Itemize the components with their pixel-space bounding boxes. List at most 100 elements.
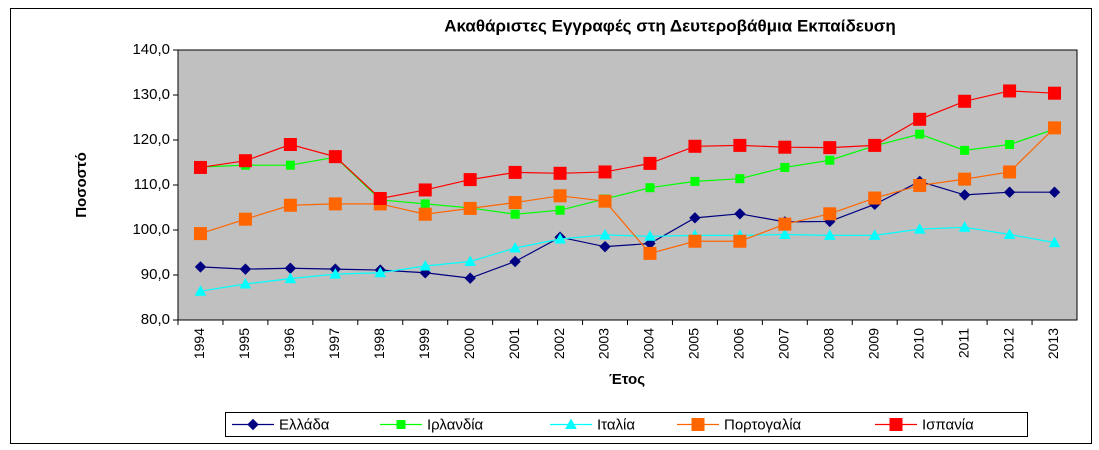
data-point <box>1048 236 1061 248</box>
data-point <box>643 156 657 170</box>
data-point <box>778 140 792 154</box>
data-point <box>1048 186 1061 198</box>
data-point <box>418 183 432 197</box>
data-point <box>958 221 971 232</box>
data-point <box>958 94 972 108</box>
data-point <box>509 241 521 253</box>
data-point <box>555 205 565 215</box>
legend-label: Ελλάδα <box>279 416 330 433</box>
data-point <box>868 191 882 205</box>
series-line <box>200 90 1055 200</box>
data-point <box>1048 86 1062 100</box>
x-axis-label: Έτος <box>609 371 645 388</box>
data-point <box>958 189 971 201</box>
legend-label: Ισπανία <box>922 416 974 433</box>
data-point <box>193 160 207 174</box>
data-point <box>643 246 657 260</box>
legend-marker <box>565 418 577 429</box>
data-point <box>328 197 342 211</box>
data-point <box>239 277 252 289</box>
y-tick-label: 120,0 <box>132 131 170 148</box>
data-point <box>868 229 881 240</box>
data-point <box>420 199 430 209</box>
data-point <box>735 174 745 184</box>
data-point <box>733 234 747 248</box>
data-point <box>1003 84 1017 98</box>
x-tick-label: 1999 <box>416 328 432 359</box>
x-tick-label: 2013 <box>1045 328 1061 359</box>
x-tick-label: 2002 <box>551 328 567 359</box>
data-point <box>689 212 701 224</box>
data-point <box>1003 186 1016 198</box>
x-tick-label: 2000 <box>461 328 477 359</box>
x-tick-label: 2012 <box>1000 328 1016 359</box>
data-point <box>823 207 837 221</box>
data-point <box>598 194 612 208</box>
data-point <box>285 160 295 170</box>
data-point <box>913 223 926 234</box>
x-tick-label: 2006 <box>731 328 747 359</box>
data-point <box>823 141 837 155</box>
data-point <box>599 228 611 240</box>
x-tick-label: 2001 <box>506 328 522 359</box>
data-point <box>508 165 522 179</box>
legend-marker <box>691 418 705 431</box>
data-point <box>1005 140 1015 149</box>
x-tick-label: 2007 <box>776 328 792 359</box>
series-line <box>200 180 1055 279</box>
data-point <box>509 255 521 268</box>
data-point <box>913 178 927 192</box>
data-point <box>553 166 567 180</box>
y-tick-label: 130,0 <box>132 86 170 103</box>
data-point <box>373 192 387 205</box>
data-point <box>823 229 836 240</box>
data-point <box>645 183 655 193</box>
data-point <box>328 150 342 164</box>
data-point <box>688 234 702 248</box>
data-point <box>463 201 477 215</box>
chart-title: Ακαθάριστες Εγγραφές στη Δευτεροβάθμια Ε… <box>444 16 896 35</box>
data-point <box>463 173 477 187</box>
x-tick-label: 2008 <box>820 328 836 359</box>
y-tick-label: 110,0 <box>134 176 170 193</box>
x-tick-label: 1998 <box>371 328 387 359</box>
data-point <box>915 129 925 139</box>
x-tick-label: 2009 <box>865 328 881 359</box>
data-point <box>283 138 297 151</box>
data-point <box>554 232 566 244</box>
data-point <box>960 145 970 155</box>
x-tick-label: 1996 <box>281 328 297 359</box>
data-point <box>598 165 612 179</box>
data-point <box>644 230 656 241</box>
data-point <box>374 266 387 278</box>
data-point <box>239 263 252 275</box>
x-tick-label: 2005 <box>686 328 702 359</box>
x-tick-label: 1997 <box>326 328 342 359</box>
data-point <box>734 208 746 220</box>
data-point <box>283 198 297 212</box>
data-point <box>599 240 611 253</box>
x-tick-label: 2003 <box>596 328 612 359</box>
data-point <box>238 154 252 168</box>
data-point <box>778 228 791 239</box>
data-point <box>193 227 207 241</box>
y-tick-label: 100,0 <box>132 221 170 238</box>
series-line <box>200 127 1055 255</box>
data-point <box>868 138 882 152</box>
data-point <box>553 189 567 203</box>
y-tick-label: 140,0 <box>132 41 170 58</box>
legend-marker <box>889 418 903 431</box>
data-point <box>780 162 790 172</box>
data-point <box>194 261 207 273</box>
data-point <box>284 272 297 284</box>
data-point <box>194 285 207 296</box>
plot-area <box>177 49 1078 321</box>
y-axis-label: Ποσοστό <box>73 152 90 218</box>
legend-label: Ιταλία <box>597 416 635 433</box>
data-point <box>464 255 477 266</box>
legend-label: Πορτογαλία <box>724 416 802 433</box>
y-tick-label: 80,0 <box>141 311 170 328</box>
data-point <box>510 209 520 219</box>
